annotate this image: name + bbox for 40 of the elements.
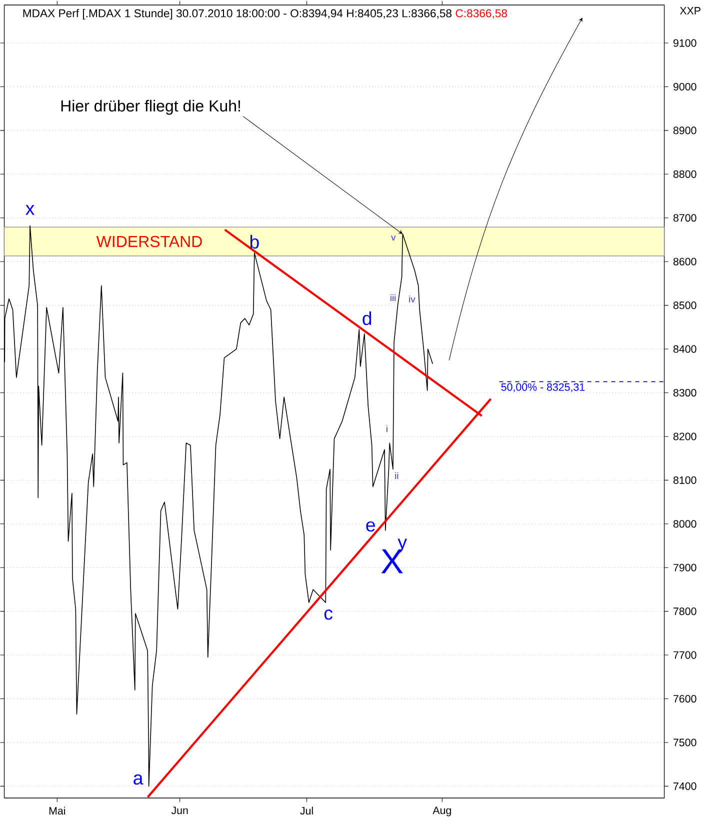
ref-line-label: 8325,31 [546,383,584,392]
y-tick-label: 8000 [673,520,696,528]
y-tick-label: 7800 [673,608,696,616]
annotation: v [390,236,396,241]
y-tick-label: 8100 [673,476,696,484]
annotation: a [133,774,144,785]
y-tick-label: 7400 [673,782,696,790]
annotation: ii [394,472,398,479]
band-label: WIDERSTAND [96,236,202,248]
x-tick-label: Jun [171,806,188,814]
y-tick-label: 8500 [673,302,696,310]
annotation: c [324,610,332,620]
annotation: e [366,521,375,532]
y-tick-label: 7600 [673,694,696,703]
y-tick-label: 8300 [673,388,696,397]
annotation: 50,00% - [501,383,543,392]
chart-subtitle: C:8366,58 [456,9,507,19]
x-tick-label: Jul [300,806,313,815]
y-tick-label: 7900 [673,564,696,572]
y-tick-label: 8400 [673,345,696,353]
y-tick-label: 8900 [673,126,696,134]
y-axis-title: XXP [680,7,700,14]
y-tick-label: 7500 [673,738,696,746]
y-tick-label: 7700 [673,651,696,659]
annotation: x [25,204,34,215]
x-tick-label: Aug [432,806,451,816]
annotation: d [362,311,371,326]
annotation: iv [408,296,416,302]
chart-title: MDAX Perf [.MDAX 1 Stunde] 30.07.2010 18:00:00 - O:8394,94 H:8405,23 L:8366,58 [23,8,452,20]
y-tick-label: 8700 [673,214,696,222]
annotation: b [250,234,259,249]
annotation: i [386,425,388,432]
y-tick-label: 9000 [673,82,696,91]
annotation: iii [390,294,396,302]
y-tick-label: 8800 [673,170,696,178]
y-tick-label: 8600 [673,258,696,266]
annotation: Hier drüber fliegt die Kuh! [61,100,240,115]
y-tick-label: 9100 [673,39,696,47]
x-tick-label: Mai [49,806,65,815]
y-tick-label: 8200 [673,432,696,440]
